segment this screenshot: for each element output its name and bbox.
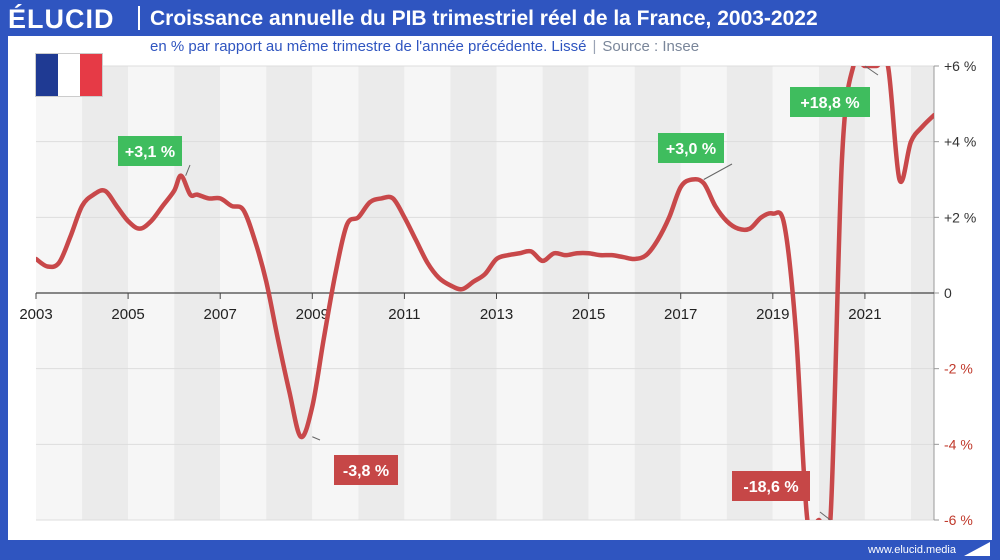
- x-tick-label: 2005: [111, 306, 144, 323]
- subtitle-text: en % par rapport au même trimestre de l'…: [150, 38, 587, 55]
- y-tick-label: +6 %: [944, 58, 976, 74]
- annotation-label: +3,0 %: [666, 141, 716, 158]
- chart-subtitle: en % par rapport au même trimestre de l'…: [150, 38, 699, 55]
- x-tick-label: 2009: [296, 306, 329, 323]
- annotation-trough: -18,6 %: [732, 471, 831, 521]
- flag-stripe-blue: [36, 54, 58, 96]
- y-tick-label: +4 %: [944, 134, 976, 150]
- x-tick-label: 2007: [204, 306, 237, 323]
- flag-stripe-white: [58, 54, 80, 96]
- annotation-box: [790, 87, 870, 117]
- annotation-label: -3,8 %: [343, 463, 389, 480]
- annotation-leader: [185, 164, 191, 176]
- annotation-label: +3,1 %: [125, 144, 175, 161]
- x-tick-label: 2003: [19, 306, 52, 323]
- annotation-box: [334, 455, 398, 485]
- annotation-leader: [864, 65, 879, 76]
- x-tick-label: 2019: [756, 306, 789, 323]
- elucid-logo[interactable]: ÉLUCID: [8, 4, 115, 34]
- footer-site-link[interactable]: www.elucid.media: [867, 544, 956, 556]
- annotation-trough: -3,8 %: [312, 436, 398, 485]
- annotation-peak: +3,1 %: [118, 136, 191, 176]
- x-tick-label: 2021: [848, 306, 881, 323]
- annotation-label: -18,6 %: [743, 479, 798, 496]
- y-tick-label: 0: [944, 285, 952, 301]
- annotation-label: +18,8 %: [800, 95, 859, 112]
- y-tick-label: -6 %: [944, 512, 973, 528]
- x-tick-label: 2011: [388, 306, 420, 323]
- annotation-peak: +3,0 %: [658, 133, 733, 180]
- france-flag-icon: [36, 54, 102, 96]
- annotation-leader: [819, 511, 831, 521]
- source-note: Source : Insee: [602, 38, 700, 55]
- flag-stripe-red: [80, 54, 102, 96]
- annotation-box: [658, 133, 724, 163]
- annotation-box: [118, 136, 182, 166]
- annotation-box: [732, 471, 810, 501]
- annotation-leader: [312, 436, 321, 441]
- y-tick-label: -4 %: [944, 436, 973, 452]
- subtitle-separator: |: [592, 38, 597, 55]
- y-tick-label: +2 %: [944, 209, 976, 225]
- annotation-peak: +18,8 %: [790, 65, 879, 117]
- elucid-mark-icon: [964, 542, 990, 556]
- y-tick-label: -2 %: [944, 361, 973, 377]
- x-tick-label: 2017: [664, 306, 697, 323]
- x-tick-label: 2015: [572, 306, 605, 323]
- chart-title: Croissance annuelle du PIB trimestriel r…: [150, 7, 818, 30]
- annotation-leader: [703, 163, 733, 180]
- logo-separator: [138, 6, 140, 30]
- x-tick-label: 2013: [480, 306, 513, 323]
